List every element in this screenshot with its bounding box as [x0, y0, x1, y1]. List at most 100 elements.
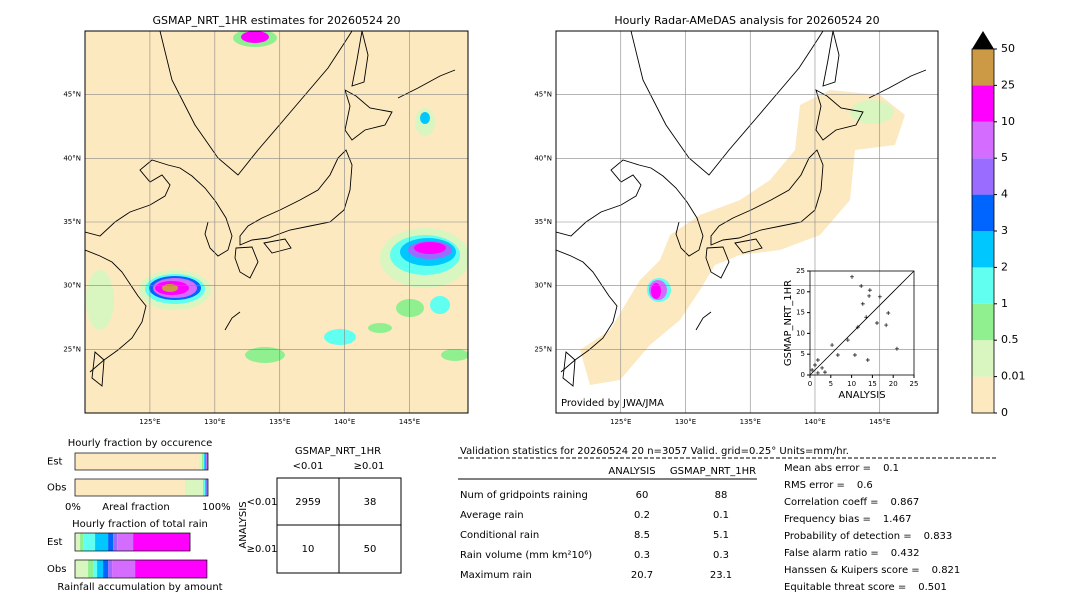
stats-value: 0.2 — [634, 510, 650, 521]
score-value: 0.867 — [891, 497, 920, 508]
stats-title: Validation statistics for 20260524 20 n=… — [460, 446, 849, 457]
map-title: Hourly Radar-AMeDAS analysis for 2026052… — [614, 14, 879, 27]
scatter-point — [855, 325, 860, 330]
colorbar-band — [972, 340, 994, 377]
x-tick-label: 25 — [910, 380, 919, 388]
y-tick-label: 10 — [796, 329, 805, 337]
colorbar-label: 10 — [1001, 115, 1015, 128]
y-tick-label: 0 — [801, 371, 805, 379]
scatter-point — [865, 358, 870, 363]
col-label: ≥0.01 — [354, 461, 385, 472]
bar-segment — [205, 479, 207, 496]
axis-left: 0% — [65, 502, 81, 513]
bar-segment — [75, 533, 81, 551]
bar-segment — [75, 479, 185, 496]
bar-frame — [74, 478, 209, 497]
lat-label: 45°N — [63, 91, 81, 99]
map-title: GSMAP_NRT_1HR estimates for 20260524 20 — [152, 14, 400, 27]
scatter-point — [815, 370, 820, 375]
lon-label: 130°E — [204, 418, 225, 426]
lon-label: 135°E — [269, 418, 290, 426]
stats-label: Conditional rain — [460, 530, 539, 541]
stats-label: Average rain — [460, 510, 524, 521]
score-value: 0.432 — [891, 548, 920, 559]
colorbar-band — [972, 376, 994, 413]
colorbar-label: 0.01 — [1001, 370, 1026, 383]
x-tick-label: 20 — [889, 380, 898, 388]
colorbar-label: 4 — [1001, 188, 1008, 201]
bar-segment — [206, 453, 208, 470]
row-label: Est — [47, 537, 63, 548]
stats-header: GSMAP_NRT_1HR — [670, 466, 756, 477]
scatter-point — [894, 346, 899, 351]
row-label: Obs — [47, 483, 66, 494]
bar-segment — [95, 533, 109, 551]
bar-frame — [74, 452, 209, 471]
lat-label: 25°N — [534, 345, 552, 353]
table-cell: 10 — [302, 544, 315, 555]
stats-value: 0.1 — [713, 510, 729, 521]
bar-segment — [204, 453, 206, 470]
score-value: 0.501 — [918, 582, 947, 593]
bar-segment — [206, 479, 208, 496]
bar-segment — [203, 453, 205, 470]
score-value: 1.467 — [883, 514, 912, 525]
stats-value: 20.7 — [631, 570, 653, 581]
scatter-point — [877, 294, 882, 299]
x-tick-label: 5 — [829, 380, 833, 388]
stats-label: Maximum rain — [460, 570, 532, 581]
colorbar-band — [972, 267, 994, 304]
colorbar-extend — [972, 31, 994, 49]
row-label: ≥0.01 — [247, 544, 278, 555]
colorbar-label: 5 — [1001, 151, 1008, 164]
lat-label: 30°N — [63, 282, 81, 290]
lon-label: 145°E — [399, 418, 420, 426]
bar-segment — [113, 533, 118, 551]
stats-value: 88 — [715, 490, 728, 501]
bar-segment — [88, 560, 94, 578]
scatter-point — [820, 365, 825, 370]
bar-segment — [198, 453, 203, 470]
stats-label: Num of gridpoints raining — [460, 490, 588, 501]
score-label: False alarm ratio = — [784, 548, 879, 559]
scatter-point — [860, 301, 865, 306]
panel-title: Hourly fraction of total rain — [72, 519, 208, 530]
scatter-point — [850, 274, 855, 279]
colorbar-label: 3 — [1001, 224, 1008, 237]
estimate-field — [85, 31, 468, 413]
bar-segment — [80, 533, 84, 551]
bar-segment — [205, 479, 206, 496]
bar-segment — [108, 533, 114, 551]
score-label: Correlation coeff = — [784, 497, 879, 508]
stats-value: 8.5 — [634, 530, 650, 541]
colorbar-label: 0.5 — [1001, 333, 1019, 346]
scatter-point — [867, 288, 872, 293]
lon-label: 145°E — [869, 418, 890, 426]
bar-segment — [97, 560, 104, 578]
scatter-point — [822, 370, 827, 375]
diagonal — [809, 270, 915, 376]
y-tick-label: 20 — [796, 288, 805, 296]
score-value: 0.833 — [924, 531, 953, 542]
table-cell: 38 — [364, 497, 377, 508]
scatter-point — [867, 293, 872, 298]
score-label: RMS error = — [784, 480, 845, 491]
colorbar-label: 2 — [1001, 260, 1008, 273]
bar-segment — [112, 560, 136, 578]
stats-value: 0.3 — [634, 550, 650, 561]
bar-segment — [206, 479, 207, 496]
bar-segment — [108, 560, 113, 578]
scatter-point — [830, 343, 835, 348]
stats-value: 5.1 — [713, 530, 729, 541]
stats-value: 60 — [636, 490, 649, 501]
lon-label: 140°E — [804, 418, 825, 426]
row-title: ANALYSIS — [238, 501, 249, 548]
bar-segment — [184, 479, 203, 496]
col-label: <0.01 — [293, 461, 324, 472]
y-tick-label: 5 — [801, 350, 805, 358]
lat-label: 45°N — [534, 91, 552, 99]
colorbar-band — [972, 85, 994, 122]
table-cell: 2959 — [295, 497, 320, 508]
